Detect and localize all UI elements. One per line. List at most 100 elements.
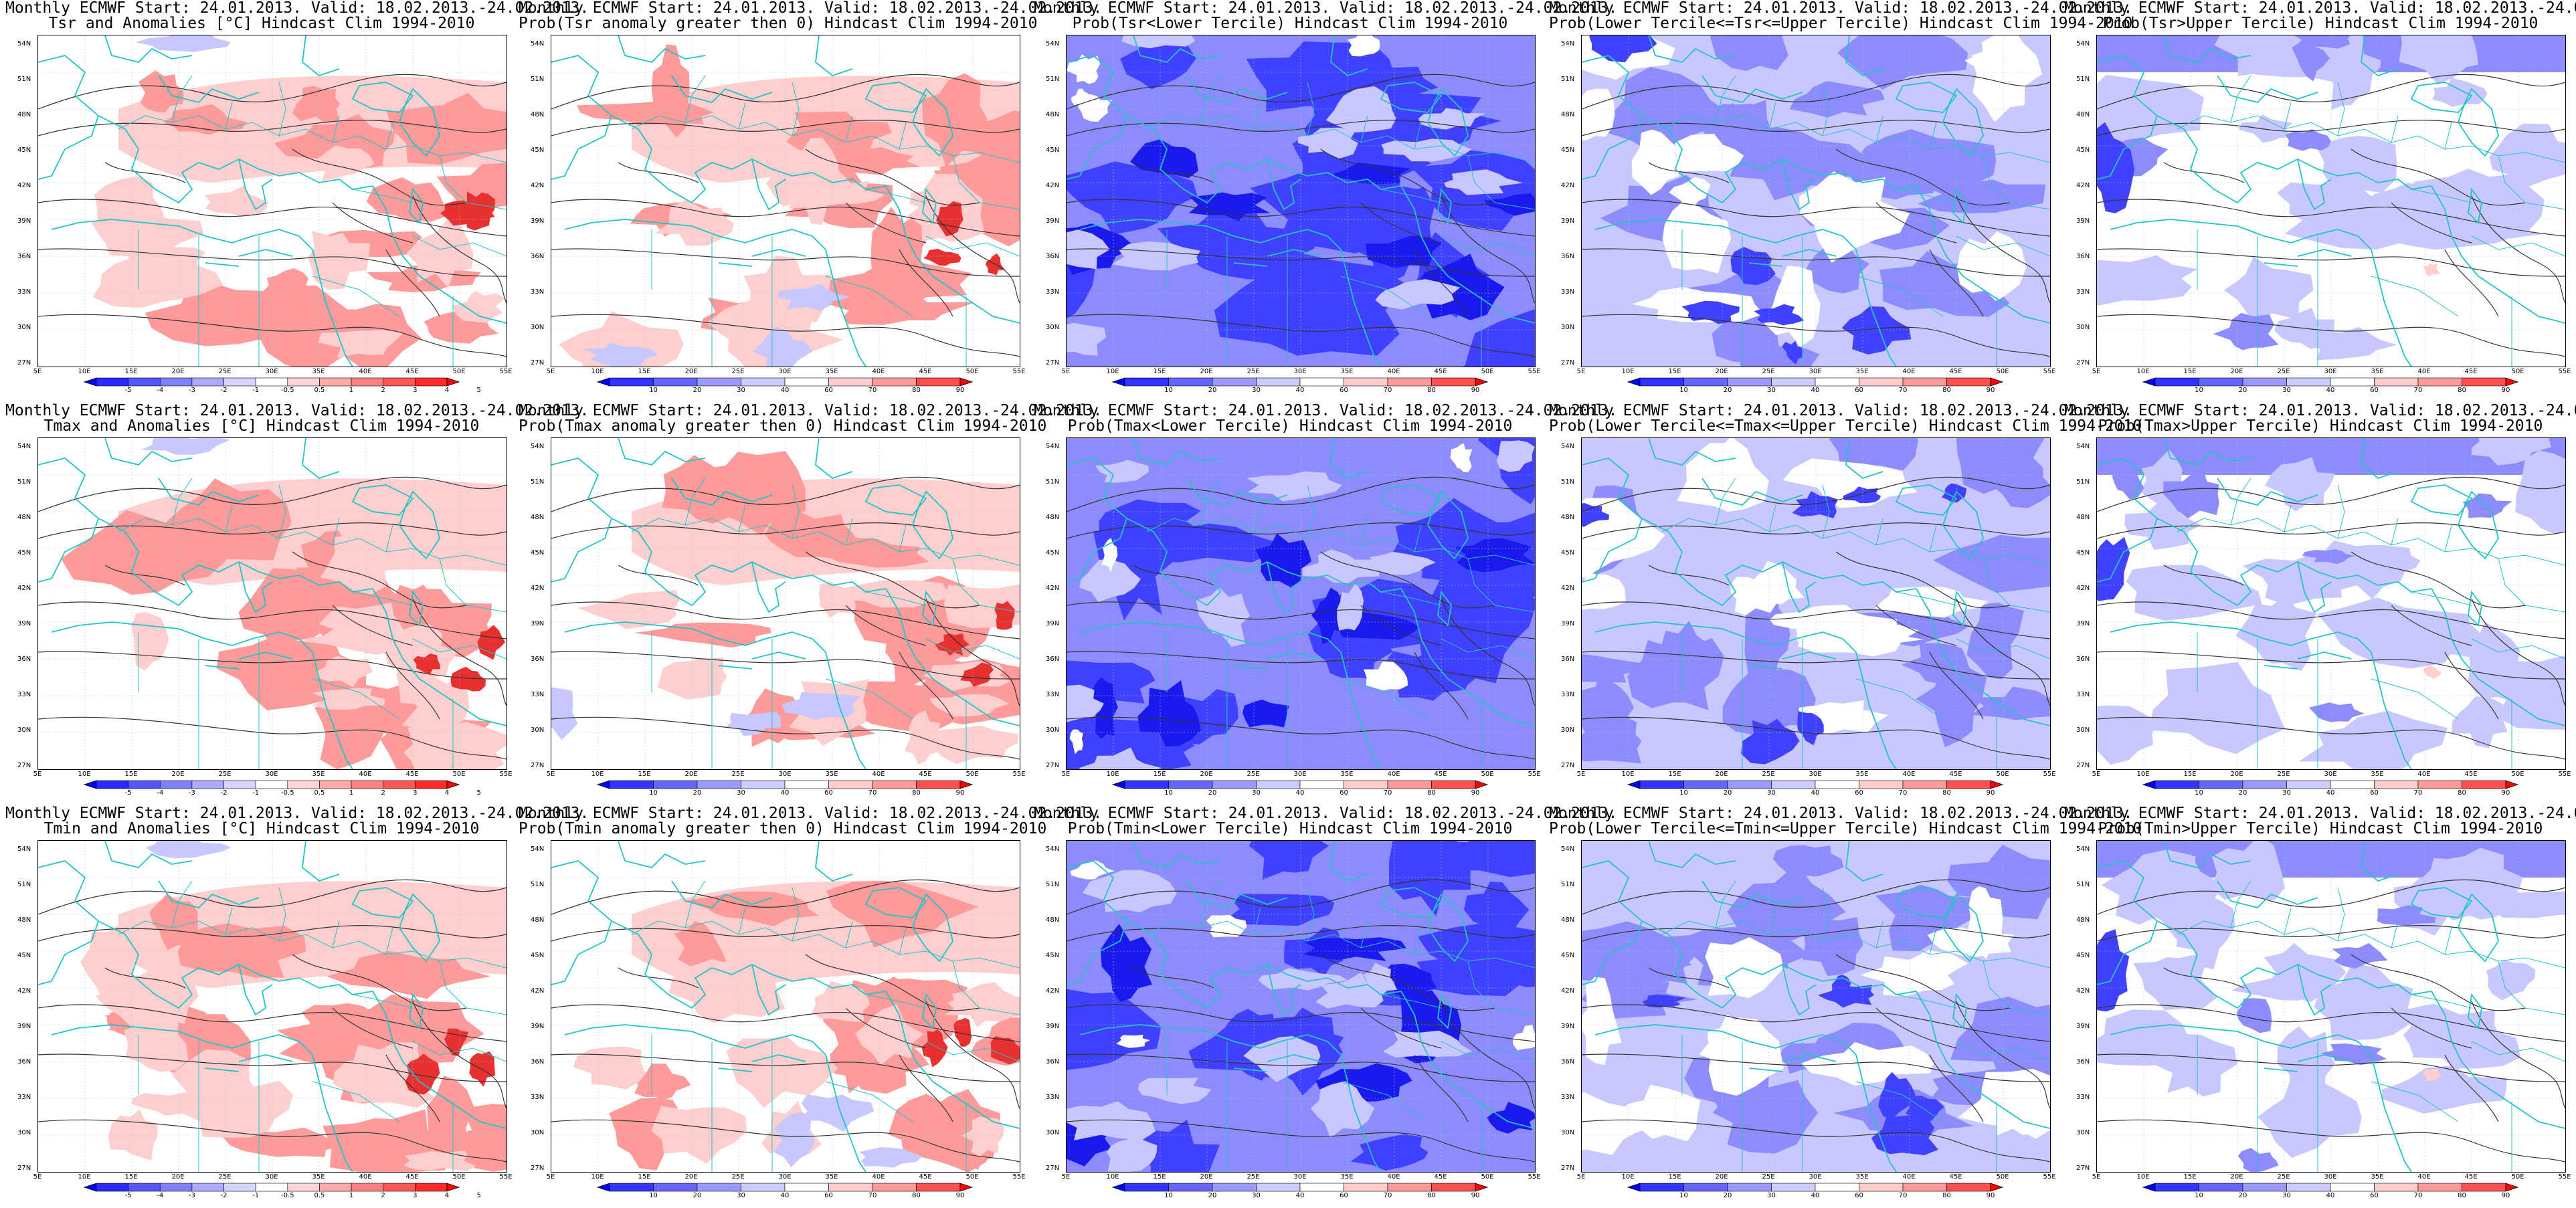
colorbar-segment <box>784 1183 829 1192</box>
colorbar-label: 90 <box>1471 789 1480 797</box>
colorbar-min-arrow <box>596 377 610 387</box>
colorbar-segment <box>2462 377 2506 387</box>
colorbar-segment <box>2242 377 2287 387</box>
lon-tick-label: 50E <box>1481 771 1494 778</box>
lon-tick-label: 30E <box>1809 368 1822 375</box>
colorbar-label: 80 <box>2458 387 2466 394</box>
lat-tick-label: 36N <box>1561 656 1575 663</box>
colorbar-segment <box>872 377 917 387</box>
lat-tick-label: 27N <box>1046 762 1060 769</box>
lon-tick-label: 20E <box>171 771 185 778</box>
lon-tick-label: 40E <box>359 368 372 375</box>
colorbar-min-arrow <box>596 780 610 789</box>
lon-tick-label: 10E <box>78 368 91 375</box>
lat-tick-label: 42N <box>531 585 545 592</box>
colorbar-segment <box>1639 1183 1684 1192</box>
colorbar: 10 20 30 40 60 70 80 90 <box>2142 1183 2519 1199</box>
map-svg <box>38 438 507 769</box>
colorbar-label: 5 <box>476 789 481 797</box>
lon-tick-label: 15E <box>1668 771 1681 778</box>
lat-tick-label: 36N <box>2076 656 2090 663</box>
lon-tick-label: 30E <box>2324 1173 2337 1181</box>
colorbar-label: 30 <box>1252 789 1261 797</box>
lon-tick-label: 35E <box>1855 368 1869 375</box>
map-panel-r1c1: Monthly ECMWF Start: 24.01.2013. Valid: … <box>5 0 589 403</box>
colorbar-segment <box>255 1183 288 1192</box>
lat-tick-label: 42N <box>1561 182 1575 189</box>
lon-tick-label: 45E <box>919 368 932 375</box>
colorbar-segment <box>741 377 786 387</box>
lat-tick-label: 39N <box>1046 620 1060 627</box>
panel-title-line2: Tsr and Anomalies [°C] Hindcast Clim 199… <box>48 15 475 32</box>
lat-tick-label: 33N <box>531 288 545 296</box>
lon-tick-label: 20E <box>1715 771 1728 778</box>
colorbar-segment <box>1815 780 1859 789</box>
colorbar-segment <box>1946 1183 1991 1192</box>
lat-tick-label: 36N <box>2076 253 2090 260</box>
map-panel-r1c4: Monthly ECMWF Start: 24.01.2013. Valid: … <box>1549 0 2132 403</box>
colorbar: 10 20 30 40 60 70 80 90 <box>1111 780 1489 797</box>
colorbar: -5 -4 -3 -2 -1 -0.5 0.5 1 2 3 4 5 <box>83 1183 481 1199</box>
panel-title-line2: Prob(Lower Tercile<=Tmin<=Upper Tercile)… <box>1549 820 2142 837</box>
lon-tick-label: 10E <box>2136 771 2150 778</box>
colorbar-label: -3 <box>188 1192 195 1199</box>
colorbar-segment <box>287 1183 320 1192</box>
colorbar-label: 90 <box>955 789 965 797</box>
colorbar-label: 60 <box>1340 387 1348 394</box>
lon-tick-label: 5E <box>1061 368 1071 375</box>
colorbar-label: 70 <box>2413 789 2423 797</box>
lon-tick-label: 40E <box>1902 368 1916 375</box>
lat-tick-label: 51N <box>1561 881 1575 888</box>
lon-tick-label: 40E <box>359 771 372 778</box>
lon-tick-label: 45E <box>405 1173 419 1181</box>
lon-tick-label: 35E <box>2371 1173 2384 1181</box>
colorbar-segment <box>1344 377 1388 387</box>
lon-tick-label: 20E <box>1200 1173 1213 1181</box>
colorbar-label: 40 <box>2326 1192 2335 1199</box>
colorbar-min-arrow <box>1627 780 1641 789</box>
map-svg <box>2097 35 2565 367</box>
colorbar-label: 30 <box>1767 387 1776 394</box>
colorbar-label: -2 <box>220 1192 227 1199</box>
colorbar-label: 40 <box>780 387 790 394</box>
map-panel-r2c5: Monthly ECMWF Start: 24.01.2013. Valid: … <box>2064 402 2576 805</box>
lat-tick-label: 33N <box>2076 288 2090 296</box>
colorbar-segment <box>2417 377 2462 387</box>
lat-tick-label: 33N <box>17 691 31 698</box>
lat-tick-label: 48N <box>2076 514 2090 521</box>
colorbar-segment <box>96 1183 128 1192</box>
lon-tick-label: 25E <box>731 1173 745 1181</box>
colorbar-segment <box>351 1183 384 1192</box>
lon-tick-label: 50E <box>2511 368 2524 375</box>
colorbar-label: 20 <box>693 387 702 394</box>
colorbar-label: 10 <box>1679 387 1688 394</box>
lat-tick-label: 48N <box>1561 514 1575 521</box>
colorbar-segment <box>1124 780 1169 789</box>
lat-tick-label: 54N <box>1561 845 1575 853</box>
lon-tick-label: 45E <box>1434 368 1447 375</box>
lat-tick-label: 36N <box>17 253 31 260</box>
lat-tick-label: 33N <box>17 288 31 296</box>
map-panel-r1c3: Monthly ECMWF Start: 24.01.2013. Valid: … <box>1034 0 1617 403</box>
lon-tick-label: 15E <box>1153 771 1166 778</box>
colorbar-label: 4 <box>444 789 450 797</box>
lon-tick-label: 5E <box>33 1173 42 1181</box>
map-svg <box>2097 438 2565 769</box>
lat-tick-label: 30N <box>531 1129 545 1136</box>
panel-title-line2: Prob(Tmax anomaly greater then 0) Hindca… <box>519 417 1047 435</box>
lat-tick-label: 36N <box>531 656 545 663</box>
lat-tick-label: 51N <box>1046 881 1060 888</box>
lon-tick-label: 5E <box>33 771 42 778</box>
colorbar-min-arrow <box>2142 1183 2156 1192</box>
colorbar-label: 20 <box>1208 789 1217 797</box>
lat-tick-label: 45N <box>1561 549 1575 557</box>
colorbar-label: 80 <box>1942 387 1951 394</box>
panel-title-line1: Monthly ECMWF Start: 24.01.2013. Valid: … <box>2064 402 2576 419</box>
lat-tick-label: 42N <box>531 987 545 995</box>
lat-tick-label: 36N <box>531 253 545 260</box>
colorbar-label: 80 <box>2458 789 2466 797</box>
colorbar-label: 0.5 <box>314 1192 325 1199</box>
map-area <box>37 840 507 1173</box>
panel-title-line1: Monthly ECMWF Start: 24.01.2013. Valid: … <box>1034 402 1618 419</box>
colorbar-label: 3 <box>413 1192 418 1199</box>
